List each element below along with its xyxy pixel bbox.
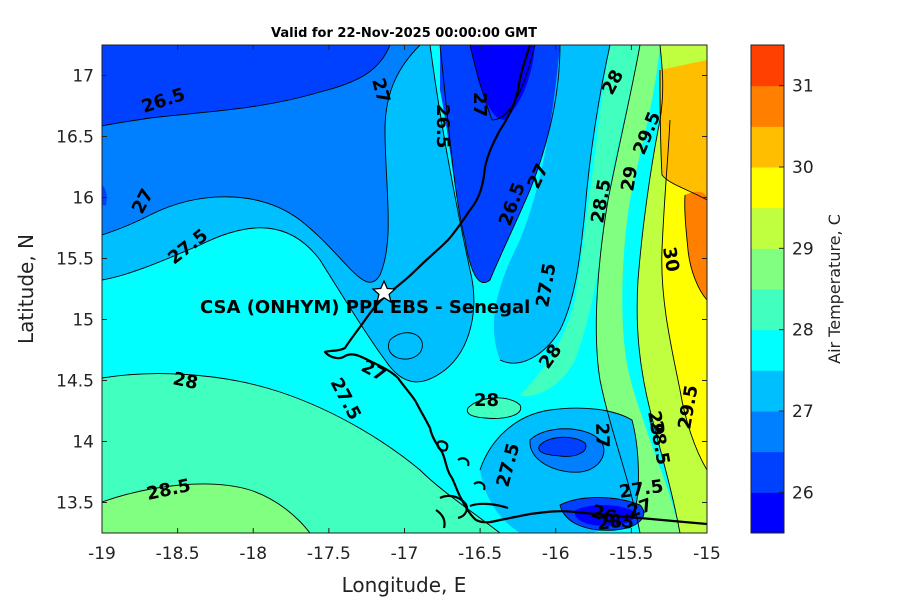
colorbar-swatch [751,451,784,493]
colorbar-swatch [751,329,784,371]
y-axis-label: Latitude, N [14,234,38,344]
map-title: Valid for 22-Nov-2025 00:00:00 GMT [271,26,537,41]
colorbar-swatch [751,126,784,168]
band-28-blob [467,397,521,419]
colorbar [751,45,784,534]
contour-map [102,45,707,533]
x-axis-ticks: -19 -18.5 -18 -17.5 -17 -16.5 -16 -15.5 -15 [88,45,721,564]
colorbar-swatch [751,411,784,453]
x-tick-label: -18.5 [156,544,200,564]
band-28-5 [102,483,310,533]
y-tick-label: 13.5 [56,494,94,514]
contour-label: 27 [591,422,613,448]
x-tick-label: -15 [693,544,721,564]
site-star-marker [371,279,397,304]
y-axis-ticks: 13.5 14 14.5 15 15.5 16 16.5 17 [56,67,707,514]
coastline [323,45,707,526]
site-label: CSA (ONHYM) PPL EBS - Senegal [200,297,530,318]
contour-label: 30 [658,245,683,273]
x-tick-label: -18 [239,544,267,564]
coastline-south-estuary [435,494,509,529]
colorbar-swatch [751,289,784,331]
band-30-5-east [684,191,707,300]
y-tick-label: 16 [72,189,94,209]
y-tick-label: 14 [72,433,94,453]
band-27-5-east [493,45,610,364]
y-tick-label: 17 [72,67,94,87]
contour-label: 27 [469,92,490,117]
contour-label: 28 [171,368,200,394]
x-tick-label: -19 [88,544,116,564]
y-tick-label: 16.5 [56,128,94,148]
colorbar-swatch [751,85,784,127]
band-26-5-central [440,45,560,283]
coastline-islands [436,440,486,491]
colorbar-tick-label: 27 [792,402,814,422]
band-26-5-west [102,45,390,126]
x-tick-label: -16 [542,544,570,564]
colorbar-tick-label: 28 [792,321,814,341]
contour-label: 28 [474,390,499,411]
band-26-west-edge [102,185,107,206]
colorbar-swatch [751,492,784,534]
colorbar-ticks: 26 27 28 29 30 31 [779,77,814,503]
y-tick-label: 14.5 [56,372,94,392]
colorbar-swatch [751,370,784,412]
colorbar-frame [750,44,785,534]
x-tick-label: -16.5 [458,544,502,564]
colorbar-tick-label: 31 [792,77,814,97]
x-tick-label: -15.5 [609,544,653,564]
band-26-5-southeast [538,437,586,457]
contour-label: 29 [643,409,668,437]
colorbar-swatch [751,167,784,209]
band-26-central [470,45,535,120]
band-27-5-blob [388,332,423,360]
x-tick-label: -17 [391,544,419,564]
x-axis-label: Longitude, E [342,573,467,597]
colorbar-label: Air Temperature, C [825,214,844,364]
colorbar-swatch [751,45,784,87]
y-tick-label: 15 [72,311,94,331]
contour-label: 28 [596,511,624,535]
band-30-east [660,60,707,200]
band-28-east [520,45,640,397]
colorbar-tick-label: 30 [792,158,814,178]
colorbar-swatch [751,207,784,249]
contour-label: 26.5 [432,104,453,148]
x-tick-label: -17.5 [307,544,351,564]
contour-label: 29 [617,165,642,193]
colorbar-tick-label: 29 [792,239,814,259]
band-28-5-east [596,45,680,533]
colorbar-tick-label: 26 [792,483,814,503]
isolines [102,45,707,533]
colorbar-swatch [751,248,784,290]
y-tick-label: 15.5 [56,250,94,270]
